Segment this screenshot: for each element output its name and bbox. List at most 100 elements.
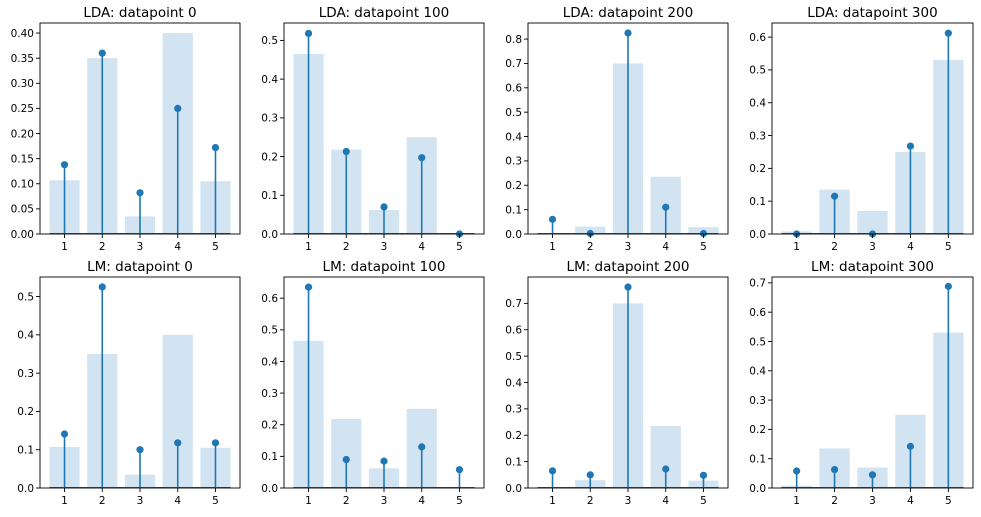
y-tick-label: 0.7 — [505, 58, 522, 70]
x-tick-label: 3 — [869, 495, 876, 507]
y-tick-label: 0.4 — [749, 366, 766, 378]
stem-marker — [906, 142, 915, 150]
x-tick-label: 3 — [381, 241, 388, 253]
stem-marker — [662, 465, 670, 473]
y-tick-label: 0.1 — [261, 451, 278, 463]
y-tick-label: 0.5 — [261, 35, 278, 47]
stem-marker — [624, 29, 632, 37]
x-tick-label: 5 — [212, 495, 219, 507]
x-tick-label: 2 — [99, 495, 106, 507]
subplot-1: 0.00 0.05 0.10 0.15 0.20 0.25 0.30 0.35 0.40 1 2 3 4… — [11, 5, 241, 253]
y-tick-label: 0.5 — [749, 65, 766, 77]
y-tick-label: 0.30 — [11, 78, 34, 90]
y-tick-label: 0.15 — [11, 153, 34, 165]
y-tick-label: 0.1 — [17, 445, 34, 457]
stem-marker — [211, 143, 220, 152]
x-tick-label: 3 — [381, 495, 388, 507]
x-tick-label: 2 — [587, 241, 594, 253]
stem-marker — [211, 439, 220, 447]
y-tick-label: 0.4 — [505, 131, 522, 143]
y-tick-label: 0.1 — [749, 453, 766, 465]
subplot-title: LM: datapoint 0 — [87, 259, 193, 275]
y-tick-label: 0.6 — [261, 293, 278, 305]
stem-marker — [830, 192, 839, 200]
y-tick-label: 0.2 — [749, 424, 766, 436]
x-tick-label: 3 — [625, 241, 632, 253]
x-tick-label: 2 — [343, 241, 350, 253]
y-tick-label: 0.5 — [505, 351, 522, 363]
stem-marker — [174, 439, 182, 447]
stem-marker — [793, 467, 801, 475]
x-tick-label: 4 — [418, 241, 425, 253]
x-tick-label: 5 — [456, 495, 463, 507]
y-tick-label: 0.3 — [749, 395, 766, 407]
stem-marker — [944, 29, 952, 37]
x-tick-label: 1 — [305, 495, 312, 507]
y-tick-label: 0.4 — [261, 356, 278, 368]
subplot-3: 0.0 0.1 0.2 0.3 0.4 0.5 0.6 0.7 0.8 1 2 3 4 5 LDA: dat… — [505, 5, 729, 253]
stem-marker — [699, 229, 708, 238]
y-tick-label: 0.2 — [17, 406, 34, 418]
stem-marker — [136, 189, 144, 197]
y-tick-label: 0.7 — [749, 278, 766, 290]
x-tick-label: 4 — [174, 495, 181, 507]
y-tick-label: 0.10 — [11, 179, 34, 191]
x-tick-label: 3 — [137, 241, 144, 253]
x-tick-label: 2 — [831, 241, 838, 253]
stem-marker — [98, 49, 106, 57]
x-tick-label: 5 — [212, 241, 219, 253]
y-tick-label: 0.0 — [749, 229, 766, 241]
x-tick-label: 2 — [99, 241, 106, 253]
y-tick-label: 0.2 — [505, 180, 522, 192]
stem-marker — [418, 154, 426, 162]
y-tick-label: 0.05 — [11, 204, 34, 216]
x-tick-label: 1 — [549, 495, 556, 507]
subplot-5: 0.0 0.1 0.2 0.3 0.4 0.5 1 2 3 4 5 LM: datapoint 0 — [17, 259, 241, 507]
stem-marker — [548, 467, 557, 475]
y-tick-label: 0.0 — [505, 483, 522, 495]
stem-marker — [342, 147, 350, 156]
stem-marker — [60, 430, 69, 438]
y-tick-label: 0.6 — [749, 307, 766, 319]
y-tick-label: 0.00 — [11, 229, 34, 241]
x-tick-label: 1 — [61, 241, 68, 253]
y-tick-label: 0.25 — [11, 103, 34, 115]
x-tick-label: 4 — [174, 241, 181, 253]
stem-marker — [304, 29, 313, 38]
x-tick-label: 5 — [700, 495, 707, 507]
y-tick-label: 0.20 — [11, 128, 34, 140]
y-tick-label: 0.5 — [749, 336, 766, 348]
y-tick-label: 0.7 — [505, 298, 522, 310]
stem-marker — [944, 282, 952, 290]
y-tick-label: 0.35 — [11, 53, 34, 65]
y-tick-label: 0.6 — [749, 32, 766, 44]
y-tick-label: 0.3 — [261, 388, 278, 400]
x-tick-label: 5 — [945, 241, 952, 253]
y-tick-label: 0.6 — [505, 325, 522, 337]
x-tick-label: 4 — [907, 241, 914, 253]
y-tick-label: 0.1 — [505, 204, 522, 216]
x-tick-label: 5 — [945, 495, 952, 507]
y-tick-label: 0.3 — [749, 130, 766, 142]
y-tick-label: 0.2 — [749, 163, 766, 175]
x-tick-label: 1 — [305, 241, 312, 253]
x-tick-label: 1 — [793, 495, 800, 507]
y-tick-label: 0.0 — [505, 229, 522, 241]
stem-marker — [548, 215, 557, 223]
y-tick-label: 0.1 — [749, 196, 766, 208]
x-tick-label: 4 — [662, 241, 669, 253]
subplot-6: 0.0 0.1 0.2 0.3 0.4 0.5 0.6 1 2 3 4 5 LM: datapoint … — [261, 259, 485, 507]
y-tick-label: 0.8 — [505, 34, 522, 46]
y-tick-label: 0.2 — [261, 151, 278, 163]
stem-marker — [586, 229, 594, 238]
x-tick-label: 1 — [61, 495, 68, 507]
subplot-title: LM: datapoint 300 — [811, 259, 934, 275]
subplot-title: LDA: datapoint 300 — [807, 5, 937, 21]
x-tick-label: 5 — [700, 241, 707, 253]
stem-marker — [418, 443, 426, 451]
x-tick-label: 2 — [587, 495, 594, 507]
y-tick-label: 0.0 — [749, 483, 766, 495]
y-tick-label: 0.3 — [261, 113, 278, 125]
